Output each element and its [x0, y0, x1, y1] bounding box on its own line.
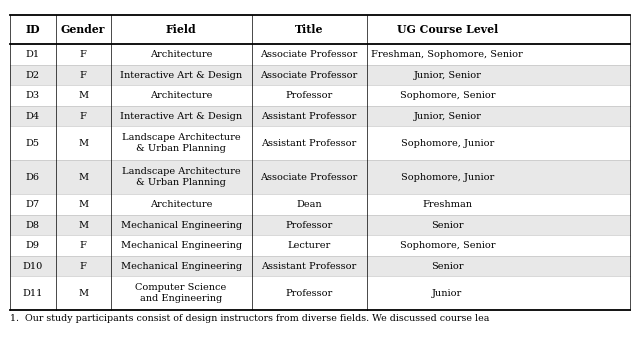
Text: M: M [78, 173, 88, 182]
Text: ID: ID [26, 24, 40, 35]
Text: M: M [78, 289, 88, 298]
Text: F: F [80, 241, 86, 250]
Text: Assistant Professor: Assistant Professor [262, 262, 356, 271]
Text: 1.  Our study participants consist of design instructors from diverse fields. We: 1. Our study participants consist of des… [10, 314, 489, 323]
Text: F: F [80, 112, 86, 121]
Text: Junior, Senior: Junior, Senior [413, 112, 481, 121]
Text: Sophomore, Junior: Sophomore, Junior [401, 139, 494, 148]
Text: Architecture: Architecture [150, 50, 212, 59]
Text: D7: D7 [26, 200, 40, 209]
Text: Senior: Senior [431, 262, 463, 271]
Text: D11: D11 [22, 289, 43, 298]
Bar [10, 215, 630, 235]
Text: D3: D3 [26, 91, 40, 100]
Text: Senior: Senior [431, 221, 463, 229]
Text: Title: Title [295, 24, 323, 35]
Text: Architecture: Architecture [150, 91, 212, 100]
Text: D4: D4 [26, 112, 40, 121]
Bar [10, 160, 630, 194]
Bar [10, 256, 630, 277]
Text: D8: D8 [26, 221, 40, 229]
Text: Junior, Senior: Junior, Senior [413, 71, 481, 80]
Text: M: M [78, 200, 88, 209]
Text: Sophomore, Senior: Sophomore, Senior [399, 241, 495, 250]
Text: M: M [78, 139, 88, 148]
Text: Associate Professor: Associate Professor [260, 50, 358, 59]
Text: F: F [80, 71, 86, 80]
Text: Mechanical Engineering: Mechanical Engineering [120, 221, 242, 229]
Text: F: F [80, 262, 86, 271]
Text: D2: D2 [26, 71, 40, 80]
Text: Sophomore, Senior: Sophomore, Senior [399, 91, 495, 100]
Text: Assistant Professor: Assistant Professor [262, 139, 356, 148]
Text: Landscape Architecture
& Urban Planning: Landscape Architecture & Urban Planning [122, 133, 241, 153]
Text: M: M [78, 91, 88, 100]
Text: Associate Professor: Associate Professor [260, 71, 358, 80]
Text: Professor: Professor [285, 289, 333, 298]
Text: Architecture: Architecture [150, 200, 212, 209]
Text: Associate Professor: Associate Professor [260, 173, 358, 182]
Text: Freshman: Freshman [422, 200, 472, 209]
Text: Computer Science
and Engineering: Computer Science and Engineering [136, 283, 227, 303]
Text: Professor: Professor [285, 91, 333, 100]
Bar [10, 65, 630, 85]
Text: Lecturer: Lecturer [287, 241, 331, 250]
Text: F: F [80, 50, 86, 59]
Text: M: M [78, 221, 88, 229]
Text: Mechanical Engineering: Mechanical Engineering [120, 262, 242, 271]
Text: Freshman, Sophomore, Senior: Freshman, Sophomore, Senior [371, 50, 524, 59]
Text: Interactive Art & Design: Interactive Art & Design [120, 71, 242, 80]
Text: Landscape Architecture
& Urban Planning: Landscape Architecture & Urban Planning [122, 167, 241, 187]
Text: Field: Field [166, 24, 196, 35]
Text: UG Course Level: UG Course Level [397, 24, 498, 35]
Text: Assistant Professor: Assistant Professor [262, 112, 356, 121]
Bar [10, 106, 630, 127]
Text: D6: D6 [26, 173, 40, 182]
Text: Mechanical Engineering: Mechanical Engineering [120, 241, 242, 250]
Text: D9: D9 [26, 241, 40, 250]
Text: D1: D1 [26, 50, 40, 59]
Text: Interactive Art & Design: Interactive Art & Design [120, 112, 242, 121]
Text: Junior: Junior [432, 289, 463, 298]
Text: D5: D5 [26, 139, 40, 148]
Text: Gender: Gender [61, 24, 106, 35]
Text: Sophomore, Junior: Sophomore, Junior [401, 173, 494, 182]
Text: Professor: Professor [285, 221, 333, 229]
Text: Dean: Dean [296, 200, 322, 209]
Text: D10: D10 [22, 262, 43, 271]
